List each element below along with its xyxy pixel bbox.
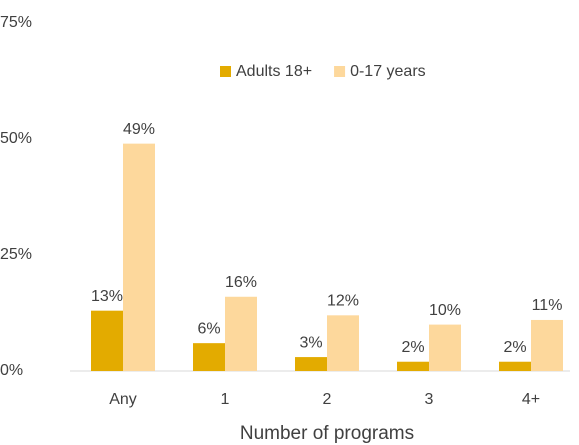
bar	[225, 296, 257, 371]
value-label: 2%	[503, 339, 526, 356]
x-tick-label: 4+	[522, 391, 540, 408]
bar	[295, 357, 327, 371]
value-label: 11%	[532, 297, 563, 314]
value-label: 2%	[401, 339, 424, 356]
y-tick-label: 0%	[0, 362, 23, 379]
x-tick-label: 1	[221, 391, 230, 408]
legend-swatch	[334, 66, 346, 77]
y-tick-label: 50%	[0, 130, 32, 147]
bar	[429, 324, 461, 371]
value-label: 3%	[299, 334, 322, 351]
legend-label: 0-17 years	[350, 63, 426, 80]
value-label: 10%	[429, 302, 461, 319]
bar	[531, 319, 563, 371]
x-tick-label: 3	[425, 391, 434, 408]
y-tick-label: 25%	[0, 246, 32, 263]
x-axis-title: Number of programs	[240, 423, 414, 444]
y-tick-label: 75%	[0, 14, 32, 31]
legend-swatch	[220, 66, 231, 77]
bar	[123, 143, 155, 371]
value-label: 6%	[197, 320, 220, 337]
value-label: 49%	[123, 121, 155, 138]
bar	[499, 361, 531, 371]
bar	[327, 315, 359, 371]
bar	[91, 310, 123, 371]
x-tick-label: 2	[323, 391, 332, 408]
legend-label: Adults 18+	[236, 63, 312, 80]
value-label: 16%	[225, 274, 257, 291]
value-label: 13%	[91, 288, 123, 305]
x-tick-label: Any	[109, 391, 137, 408]
value-label: 12%	[327, 293, 359, 310]
bar	[193, 343, 225, 371]
bar	[397, 361, 429, 371]
